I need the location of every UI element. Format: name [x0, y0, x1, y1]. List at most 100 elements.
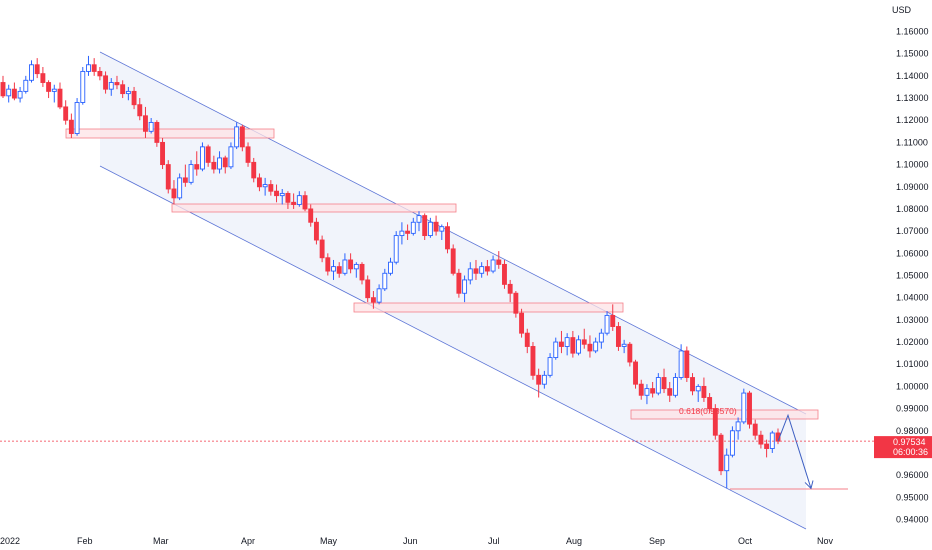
- annotations: 0.618(0.98570): [679, 406, 814, 490]
- candle: [268, 180, 274, 196]
- y-tick-label: 1.14000: [896, 71, 929, 81]
- candle: [445, 222, 450, 254]
- x-tick-label: 2022: [0, 536, 20, 546]
- candle-body: [581, 339, 587, 345]
- y-tick-label: 1.07000: [896, 226, 929, 236]
- candle-body: [51, 88, 57, 92]
- candle: [234, 122, 240, 150]
- candle-body: [707, 397, 713, 410]
- candle: [143, 106, 148, 138]
- candle: [245, 142, 251, 167]
- candle: [228, 142, 234, 170]
- candle: [410, 217, 416, 236]
- candle-body: [559, 341, 564, 347]
- candle-body: [376, 288, 382, 303]
- candle: [707, 393, 713, 414]
- candle-body: [125, 90, 131, 95]
- candle-body: [0, 82, 6, 97]
- candle: [388, 257, 393, 276]
- y-tick-label: 0.99000: [896, 404, 929, 414]
- candle-body: [34, 64, 40, 75]
- candle-body: [752, 423, 758, 436]
- candle: [530, 342, 536, 380]
- y-tick-label: 1.05000: [896, 271, 929, 281]
- candle-body: [302, 195, 308, 210]
- zone-3[interactable]: [353, 302, 624, 313]
- candle-body: [148, 121, 154, 132]
- channel-upper-line[interactable]: [99, 51, 807, 415]
- candle: [399, 222, 405, 245]
- y-tick-label: 0.96000: [896, 470, 929, 480]
- support-resistance-zones[interactable]: [65, 128, 848, 490]
- candle-body: [274, 190, 279, 197]
- candle-body: [114, 82, 120, 86]
- candle: [256, 173, 262, 192]
- channel-lower-line[interactable]: [99, 165, 807, 530]
- candle-body: [336, 266, 342, 274]
- candle-body: [627, 343, 633, 363]
- candle-body: [638, 383, 644, 396]
- x-tick-label: Mar: [153, 536, 169, 546]
- candle-body: [228, 146, 234, 168]
- time-axis[interactable]: 2022 Feb Mar Apr May Jun Jul Aug Sep Oct Nov: [0, 536, 834, 546]
- descending-channel[interactable]: [99, 51, 807, 530]
- candle: [433, 215, 439, 236]
- candle-body: [331, 266, 336, 272]
- candle-body: [598, 332, 604, 343]
- candle: [502, 259, 507, 289]
- zone-4[interactable]: [630, 409, 819, 420]
- candle-body: [91, 64, 97, 72]
- y-tick-label: 1.08000: [896, 204, 929, 214]
- candle: [205, 144, 211, 167]
- zone-2[interactable]: [171, 203, 457, 213]
- candle-body: [11, 88, 17, 99]
- candle-body: [764, 443, 770, 449]
- candle-body: [405, 230, 411, 234]
- candle-body: [690, 377, 695, 392]
- x-tick-label: Sep: [649, 536, 665, 546]
- candle-body: [490, 259, 496, 272]
- zone-1[interactable]: [65, 128, 275, 139]
- candle: [74, 98, 80, 136]
- candle-body: [422, 215, 428, 237]
- candle: [336, 262, 342, 278]
- candle: [615, 322, 621, 351]
- candle: [365, 275, 371, 303]
- y-tick-label: 1.01000: [896, 359, 929, 369]
- candle: [473, 259, 479, 280]
- candle: [262, 177, 268, 196]
- candle: [313, 217, 319, 245]
- candle: [655, 373, 661, 396]
- candle: [672, 373, 678, 398]
- candle-body: [194, 164, 200, 170]
- candle-body: [268, 184, 274, 192]
- candle-body: [547, 357, 553, 376]
- candle: [541, 370, 547, 389]
- candle: [587, 335, 593, 358]
- candle: [165, 160, 171, 194]
- candle: [348, 253, 354, 274]
- candle: [63, 100, 69, 125]
- y-tick-label: 1.00000: [896, 381, 929, 391]
- candle: [239, 124, 245, 152]
- candle: [57, 82, 63, 110]
- candle: [690, 373, 695, 396]
- candle: [23, 75, 29, 94]
- candle: [182, 164, 188, 187]
- candle: [120, 80, 126, 99]
- candle-body: [199, 146, 205, 170]
- candle-body: [234, 126, 240, 148]
- candle-body: [416, 215, 422, 223]
- candle-body: [342, 259, 348, 274]
- candle-body: [473, 268, 479, 274]
- candle-body: [462, 279, 468, 294]
- y-tick-label: 1.06000: [896, 248, 929, 258]
- y-tick-label: 1.04000: [896, 293, 929, 303]
- candle-body: [735, 421, 741, 432]
- x-tick-label: Oct: [738, 536, 753, 546]
- candle-body: [530, 346, 536, 376]
- candle-body: [382, 272, 388, 290]
- candle-body: [222, 157, 228, 168]
- candle-body: [370, 297, 376, 303]
